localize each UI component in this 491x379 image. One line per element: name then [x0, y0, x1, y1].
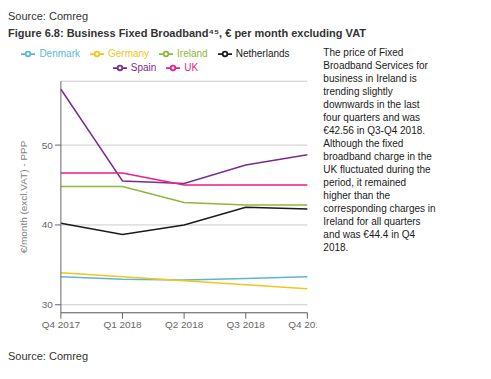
svg-text:Q2 2018: Q2 2018: [165, 319, 204, 330]
svg-text:€/month (excl.VAT) - PPP: €/month (excl.VAT) - PPP: [19, 140, 30, 253]
html-text:Figure 6.8: Business Fixed Bro: Figure 6.8: Business Fixed Broadband⁴⁵, …: [8, 27, 366, 39]
html-text:Netherlands: Netherlands: [235, 47, 290, 59]
html-text:Denmark: Denmark: [39, 47, 80, 59]
svg-text:30: 30: [42, 299, 54, 310]
html-text:The price of Fixed Broadband S: The price of Fixed Broadband Services fo…: [323, 47, 436, 253]
svg-text:Q1 2018: Q1 2018: [103, 319, 142, 330]
html-text:UK: UK: [184, 61, 199, 73]
html-text:Ireland: Ireland: [177, 47, 208, 59]
svg-text:Q4 2018: Q4 2018: [288, 319, 317, 330]
svg-text:Q3 2018: Q3 2018: [227, 319, 266, 330]
svg-text:40: 40: [42, 219, 54, 230]
html-text:Germany: Germany: [108, 47, 150, 59]
html-text:Spain: Spain: [130, 61, 157, 73]
html-text:Source: Comreg: Source: Comreg: [8, 350, 89, 362]
svg-text:50: 50: [42, 140, 54, 151]
html-text:Source: Comreg: Source: Comreg: [8, 10, 89, 22]
svg-text:Q4 2017: Q4 2017: [42, 319, 81, 330]
